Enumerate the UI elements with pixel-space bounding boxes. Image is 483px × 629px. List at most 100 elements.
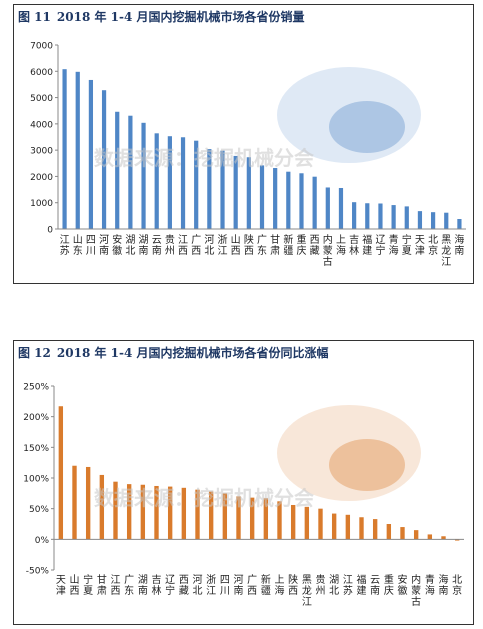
bar [154, 485, 159, 540]
bar [128, 115, 133, 229]
x-tick-label: 陕西 [288, 573, 298, 597]
x-tick-label: 甘肃 [97, 573, 107, 597]
bar [277, 501, 282, 540]
bar [454, 539, 460, 541]
x-tick-label: 辽宁 [375, 234, 385, 257]
china-map-core-shape [329, 101, 405, 153]
bar [352, 202, 357, 229]
y-tick-label: -50% [26, 567, 50, 577]
chart-panel-growth: 图 12 2018 年 1-4 月国内挖掘机械市场各省份同比涨幅 -50% 0% 50… [13, 340, 474, 625]
bar [386, 524, 392, 540]
y-tick-label: 150% [23, 444, 49, 454]
bar [249, 497, 255, 540]
y-tick-label: 2000 [30, 173, 53, 183]
title-text: 2018 年 1-4 月国内挖掘机械市场各省份销量 [56, 10, 305, 24]
x-tick-label: 安徽 [112, 233, 122, 257]
x-tick-label: 安徽 [398, 573, 408, 597]
bar [427, 534, 433, 540]
y-tick-label: 5000 [30, 94, 53, 104]
x-tick-label: 吉林 [152, 574, 162, 597]
bar [338, 187, 344, 229]
bar [378, 203, 383, 229]
x-tick-label: 江西 [178, 234, 188, 257]
bar [286, 171, 291, 229]
x-tick-label: 山东 [73, 234, 83, 257]
bar [444, 212, 449, 229]
x-tick-label: 浙江 [218, 234, 228, 257]
bar-chart-growth: -50% 0% 50% 100% 150% 200% 250% 天津山西宁夏甘肃江西广东湖南吉… [23, 383, 464, 608]
bar [181, 487, 187, 540]
y-tick-label: 50% [29, 505, 49, 515]
bar [259, 165, 265, 229]
bar [273, 168, 278, 229]
bar [404, 206, 409, 229]
title-text: 2018 年 1-4 月国内挖掘机械市场各省份同比涨幅 [56, 346, 329, 360]
x-tick-label: 广西 [191, 234, 201, 257]
x-tick-label: 黑龙江 [441, 234, 451, 268]
bar [417, 211, 423, 229]
x-tick-label: 江苏 [60, 234, 70, 257]
bar [299, 173, 304, 229]
bar [236, 496, 241, 540]
y-tick-label: 3000 [30, 147, 53, 157]
bar [141, 122, 146, 229]
bar [318, 508, 323, 540]
bar [290, 504, 296, 540]
x-tick-label: 贵州 [165, 233, 175, 257]
x-tick-label: 贵州 [316, 573, 326, 597]
bar [88, 79, 94, 230]
y-tick-label: 100% [23, 475, 49, 485]
watermark: 数据来源：挖掘机械分会 [94, 486, 314, 510]
bar [304, 506, 310, 540]
x-tick-label: 海南 [454, 233, 464, 257]
x-tick-label: 甘肃 [270, 233, 280, 257]
x-tick-label: 黑龙江 [302, 574, 312, 608]
bar [325, 187, 330, 229]
x-tick-label: 重庆 [384, 573, 394, 597]
x-tick-label: 陕西 [244, 233, 254, 257]
bar [413, 530, 419, 540]
x-tick-label: 天津 [56, 575, 66, 597]
y-tick-label: 0 [47, 226, 53, 236]
bar [312, 176, 317, 229]
bar [222, 493, 228, 540]
x-tick-label: 湖南 [138, 574, 148, 597]
china-map-core-shape [329, 439, 405, 491]
x-tick-label: 山西 [70, 574, 80, 597]
x-tick-label: 四川 [220, 575, 230, 597]
bar [85, 466, 91, 540]
bar [441, 536, 446, 540]
x-tick-label: 湖南 [139, 234, 149, 257]
x-tick-label: 青海 [425, 573, 435, 597]
bar [154, 133, 159, 229]
china-map-shape [277, 67, 421, 163]
y-tick-label: 200% [23, 413, 49, 423]
bar [345, 514, 351, 540]
y-tick-label: 6000 [30, 68, 53, 78]
bar [58, 406, 64, 540]
bar [167, 136, 172, 229]
x-tick-label: 福建 [362, 233, 372, 257]
x-tick-label: 内蒙古 [411, 573, 421, 608]
bar [126, 484, 132, 540]
bar [220, 150, 225, 229]
bar [457, 219, 462, 229]
bar [391, 205, 396, 229]
x-tick-label: 西藏 [310, 235, 320, 257]
bar [194, 140, 199, 229]
bar [113, 481, 118, 540]
x-tick-label: 广东 [257, 234, 267, 257]
china-map-shape [277, 405, 421, 501]
bar [72, 465, 77, 540]
x-tick-label: 江苏 [343, 574, 353, 597]
bar [430, 212, 436, 229]
x-tick-label: 广西 [247, 574, 257, 597]
x-tick-label: 内蒙古 [323, 233, 333, 268]
x-tick-label: 上海 [336, 234, 346, 257]
chart-title: 图 11 2018 年 1-4 月国内挖掘机械市场各省份销量 [18, 8, 305, 25]
x-tick-label: 辽宁 [165, 574, 175, 597]
chart-title: 图 12 2018 年 1-4 月国内挖掘机械市场各省份同比涨幅 [18, 344, 329, 361]
y-tick-label: 0% [35, 536, 50, 546]
bar [331, 513, 337, 540]
bar [167, 486, 173, 540]
